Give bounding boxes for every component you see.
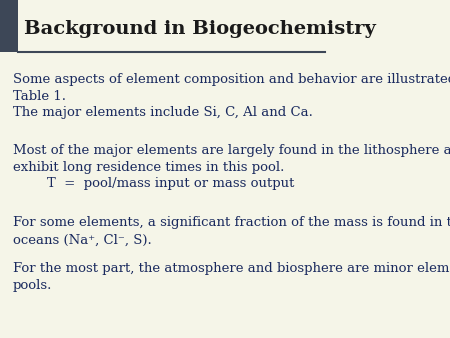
Text: Most of the major elements are largely found in the lithosphere and
exhibit long: Most of the major elements are largely f… — [13, 144, 450, 174]
Text: Some aspects of element composition and behavior are illustrated in
Table 1.: Some aspects of element composition and … — [13, 73, 450, 103]
FancyBboxPatch shape — [0, 0, 18, 52]
Text: For the most part, the atmosphere and biosphere are minor element
pools.: For the most part, the atmosphere and bi… — [13, 262, 450, 292]
Text: T  =  pool/mass input or mass output: T = pool/mass input or mass output — [13, 177, 294, 190]
Text: The major elements include Si, C, Al and Ca.: The major elements include Si, C, Al and… — [13, 106, 313, 119]
Text: For some elements, a significant fraction of the mass is found in the
oceans (Na: For some elements, a significant fractio… — [13, 216, 450, 246]
Text: Background in Biogeochemistry: Background in Biogeochemistry — [24, 20, 376, 38]
